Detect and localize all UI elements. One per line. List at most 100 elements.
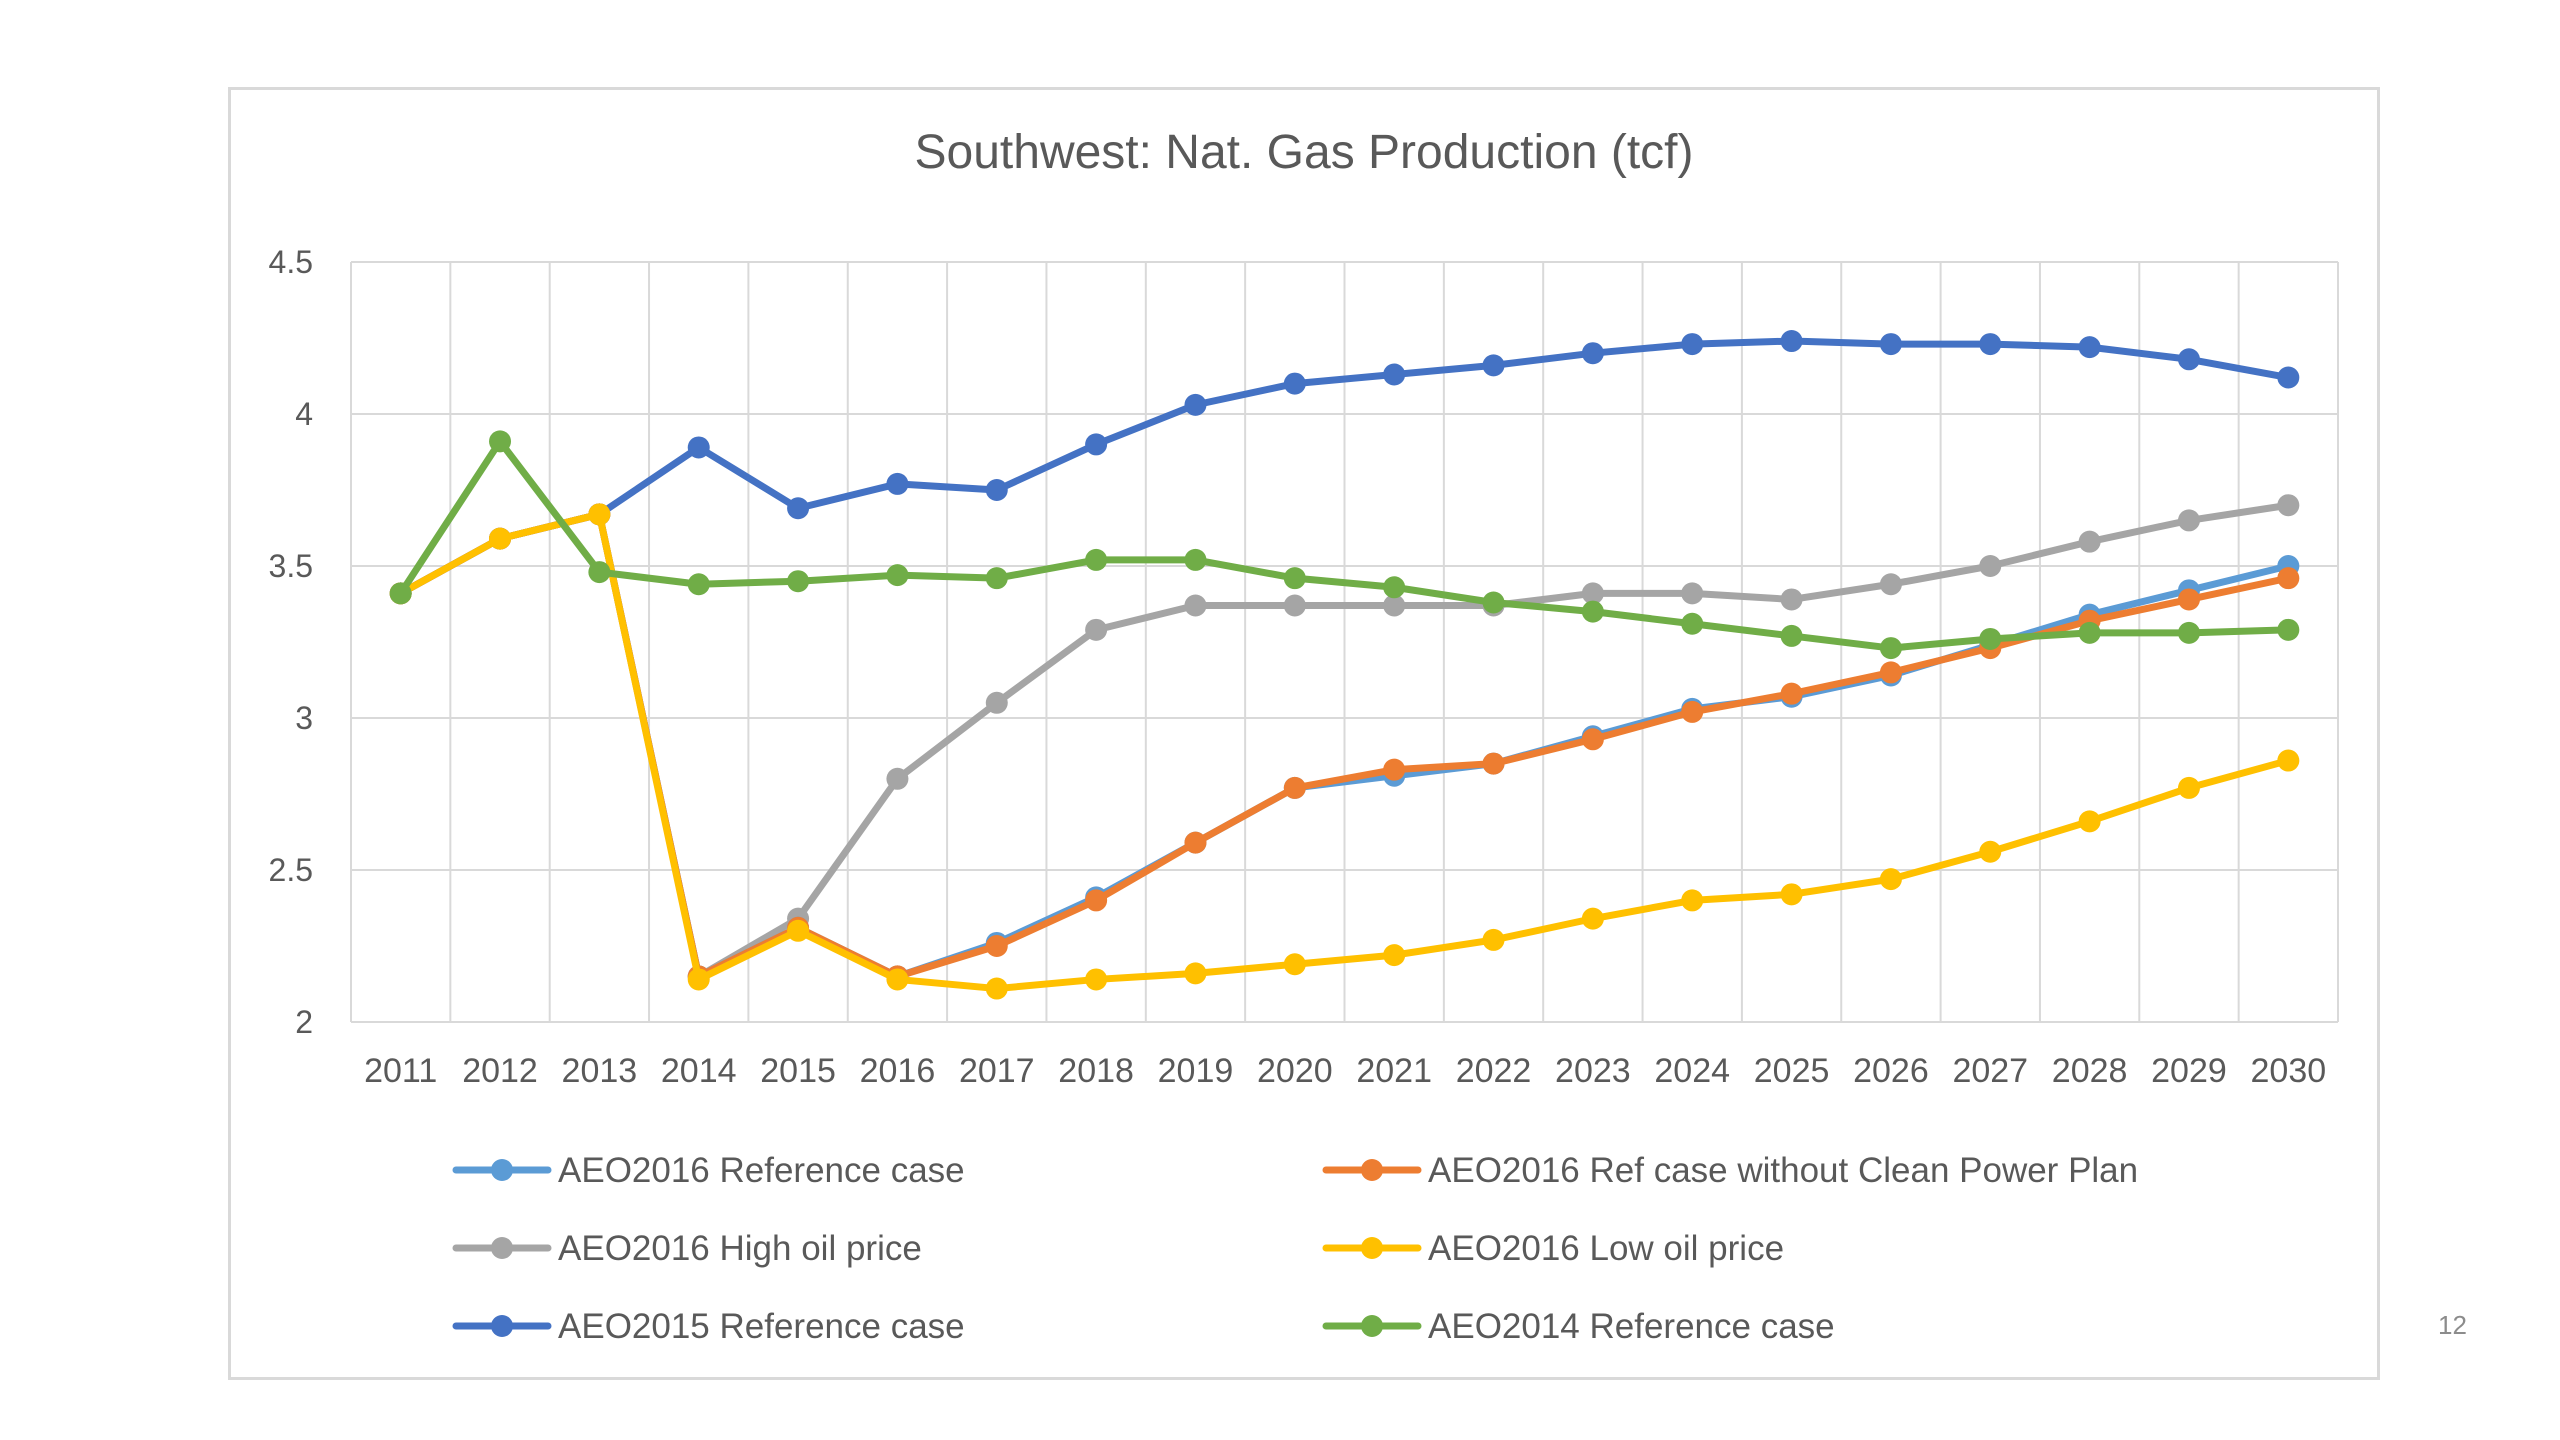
data-point — [2177, 348, 2200, 371]
data-point — [1085, 618, 1108, 641]
x-axis-tick-labels: 2011 2012 2013 2014 2015 2016 2017 2018 2019 2020… — [364, 1052, 2326, 1090]
x-tick-label: 2027 — [1952, 1052, 2028, 1090]
data-point — [1482, 752, 1505, 775]
gridlines — [350, 261, 2339, 1023]
data-series — [389, 330, 2300, 1000]
y-axis-tick-labels: 2 2.5 3 3.5 4 4.5 — [269, 244, 313, 1040]
data-point — [2078, 621, 2101, 644]
y-tick-label: 3.5 — [269, 548, 313, 584]
data-point — [2177, 621, 2200, 644]
chart-container: Southwest: Nat. Gas Production (tcf) 2 2.… — [228, 87, 2380, 1380]
x-tick-label: 2023 — [1555, 1052, 1631, 1090]
legend-swatch-marker — [1361, 1159, 1383, 1181]
data-point — [1383, 594, 1406, 617]
legend-label: AEO2016 Ref case without Clean Power Pla… — [1428, 1151, 2138, 1190]
data-point — [1581, 342, 1604, 365]
data-point — [1283, 776, 1306, 799]
data-point — [1979, 627, 2002, 650]
legend-item: AEO2014 Reference case — [1322, 1307, 1835, 1346]
data-point — [1780, 330, 1803, 353]
data-point — [985, 567, 1008, 590]
data-point — [2078, 530, 2101, 553]
legend-item: AEO2015 Reference case — [452, 1307, 965, 1346]
data-point — [1979, 555, 2002, 577]
data-point — [1879, 868, 1902, 891]
data-point — [2177, 509, 2200, 532]
data-point — [1780, 883, 1803, 906]
data-point — [2078, 810, 2101, 833]
data-point — [1085, 968, 1108, 991]
x-tick-label: 2018 — [1058, 1052, 1134, 1090]
data-point — [985, 977, 1008, 1000]
slide-number: 12 — [2438, 1310, 2467, 1340]
data-point — [1681, 333, 1704, 356]
data-point — [1085, 433, 1108, 456]
data-point — [787, 570, 810, 593]
legend-swatch-marker — [491, 1315, 513, 1337]
data-point — [985, 691, 1008, 714]
data-point — [489, 527, 512, 550]
data-point — [1383, 576, 1406, 599]
legend-item: AEO2016 High oil price — [452, 1229, 922, 1268]
data-point — [2277, 567, 2300, 590]
x-tick-label: 2012 — [462, 1052, 538, 1090]
data-point — [1581, 907, 1604, 930]
series-line — [397, 337, 2292, 597]
data-point — [2177, 776, 2200, 799]
data-point — [1979, 840, 2002, 863]
data-point — [2277, 494, 2300, 517]
data-point — [1085, 548, 1108, 571]
series-line — [397, 510, 2292, 993]
data-point — [1184, 548, 1207, 571]
data-point — [1482, 928, 1505, 951]
x-tick-label: 2029 — [2151, 1052, 2227, 1090]
data-point — [687, 573, 710, 596]
data-point — [886, 472, 909, 495]
data-point — [2277, 618, 2300, 641]
data-point — [886, 968, 909, 991]
x-tick-label: 2030 — [2251, 1052, 2327, 1090]
data-point — [1681, 582, 1704, 605]
x-tick-label: 2017 — [959, 1052, 1035, 1090]
data-point — [985, 479, 1008, 501]
data-point — [787, 919, 810, 942]
x-tick-label: 2025 — [1754, 1052, 1830, 1090]
data-point — [2177, 588, 2200, 611]
legend-label: AEO2015 Reference case — [558, 1307, 965, 1346]
data-point — [687, 968, 710, 991]
data-point — [1681, 889, 1704, 912]
data-point — [1979, 333, 2002, 356]
data-point — [1184, 393, 1207, 416]
data-point — [1681, 700, 1704, 723]
data-point — [1184, 831, 1207, 854]
legend-swatch-marker — [1361, 1315, 1383, 1337]
data-point — [1879, 333, 1902, 356]
legend-swatch-marker — [491, 1159, 513, 1181]
x-tick-label: 2016 — [860, 1052, 936, 1090]
y-tick-label: 3 — [295, 700, 313, 736]
x-tick-label: 2024 — [1654, 1052, 1730, 1090]
data-point — [2078, 336, 2101, 359]
data-point — [1085, 889, 1108, 912]
data-point — [1780, 682, 1803, 705]
data-point — [1184, 594, 1207, 617]
legend-item: AEO2016 Reference case — [452, 1151, 965, 1190]
legend-item: AEO2016 Low oil price — [1322, 1229, 1784, 1268]
data-point — [1283, 567, 1306, 590]
data-point — [489, 430, 512, 453]
series-line — [397, 437, 2292, 652]
y-tick-label: 4 — [295, 396, 313, 432]
data-point — [1283, 372, 1306, 395]
data-point — [1581, 728, 1604, 751]
data-point — [1283, 953, 1306, 976]
legend-label: AEO2014 Reference case — [1428, 1307, 1835, 1346]
legend-item: AEO2016 Ref case without Clean Power Pla… — [1322, 1151, 2138, 1190]
series-aeo2014-reference-case — [389, 430, 2300, 660]
y-tick-label: 4.5 — [269, 244, 313, 280]
data-point — [1780, 588, 1803, 611]
x-tick-label: 2026 — [1853, 1052, 1929, 1090]
data-point — [1780, 624, 1803, 647]
data-point — [1482, 591, 1505, 614]
data-point — [1879, 573, 1902, 596]
chart-title: Southwest: Nat. Gas Production (tcf) — [915, 126, 1694, 179]
